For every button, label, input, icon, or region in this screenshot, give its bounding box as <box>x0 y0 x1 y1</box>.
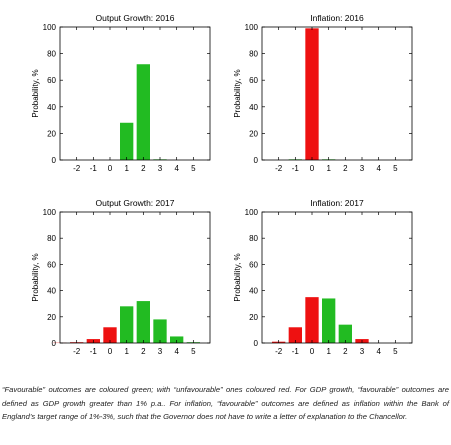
y-tick-label: 0 <box>52 156 57 165</box>
y-tick-label: 80 <box>47 234 56 243</box>
y-tick-label: 0 <box>52 339 57 348</box>
x-tick-label: 2 <box>343 164 348 173</box>
x-tick-label: 2 <box>343 347 348 356</box>
bar-3-8 <box>170 336 184 343</box>
bar-3-7 <box>153 319 167 343</box>
x-tick-label: 4 <box>376 164 381 173</box>
y-tick-label: 60 <box>249 260 258 269</box>
chart-title: Output Growth: 2016 <box>96 13 175 23</box>
y-axis-label: Probability, % <box>233 69 242 117</box>
y-tick-label: 40 <box>47 287 56 296</box>
y-axis-label: Probability, % <box>233 253 242 301</box>
x-tick-label: 0 <box>108 347 113 356</box>
plot-frame <box>261 211 413 344</box>
bar-2-2 <box>305 28 319 160</box>
y-tick-label: 0 <box>254 339 259 348</box>
x-tick-label: -1 <box>90 164 98 173</box>
bar-4-5 <box>338 324 352 343</box>
x-tick-label: 1 <box>326 164 331 173</box>
chart-panel-3: 0 20 40 60 80 100 -2 -1 0 1 2 3 4 5 Output Growth: 201… <box>31 198 211 356</box>
y-tick-label: 80 <box>249 50 258 59</box>
y-tick-label: 80 <box>47 50 56 59</box>
x-tick-label: -2 <box>73 347 81 356</box>
plot-frame <box>59 26 211 161</box>
figure-caption: “Favourable” outcomes are coloured green… <box>2 385 449 421</box>
bar-1-2 <box>136 64 150 160</box>
x-tick-label: 0 <box>108 164 113 173</box>
x-tick-label: -1 <box>292 164 300 173</box>
x-tick-label: -1 <box>292 347 300 356</box>
y-tick-label: 60 <box>47 76 56 85</box>
x-tick-label: 2 <box>141 347 146 356</box>
chart-panel-1: 0 20 40 60 80 100 -2 -1 0 1 2 3 4 5 Output Growth: 201… <box>31 13 211 173</box>
x-tick-label: 5 <box>191 347 196 356</box>
y-tick-label: 60 <box>249 76 258 85</box>
x-tick-label: 0 <box>310 347 315 356</box>
y-tick-label: 80 <box>249 234 258 243</box>
chart-title: Inflation: 2017 <box>310 198 364 208</box>
y-tick-label: 0 <box>254 156 259 165</box>
x-tick-label: 5 <box>393 347 398 356</box>
x-tick-label: -2 <box>275 347 283 356</box>
y-tick-label: 100 <box>245 23 259 32</box>
x-tick-label: 3 <box>360 347 365 356</box>
bar-3-4 <box>103 327 117 343</box>
x-tick-label: -1 <box>90 347 98 356</box>
y-axis-label: Probability, % <box>31 69 40 117</box>
bar-4-4 <box>322 298 336 343</box>
y-tick-label: 60 <box>47 260 56 269</box>
chart-panel-4: 0 20 40 60 80 100 -2 -1 0 1 2 3 4 5 Inflation: 2017 Pro… <box>233 198 413 356</box>
y-tick-label: 100 <box>43 208 57 217</box>
y-tick-label: 100 <box>245 208 259 217</box>
bar-3-5 <box>120 306 134 343</box>
chart-title: Output Growth: 2017 <box>96 198 175 208</box>
charts-grid: 0 20 40 60 80 100 -2 -1 0 1 2 3 4 5 Output Growth: 201… <box>31 13 413 356</box>
x-tick-label: 1 <box>326 347 331 356</box>
x-tick-label: 2 <box>141 164 146 173</box>
plot-frame <box>261 26 413 161</box>
x-tick-label: 4 <box>376 347 381 356</box>
chart-panel-2: 0 20 40 60 80 100 -2 -1 0 1 2 3 4 5 Inflation: 2016 Pro… <box>233 13 413 173</box>
chart-title: Inflation: 2016 <box>310 13 364 23</box>
x-tick-label: 5 <box>393 164 398 173</box>
x-tick-label: 4 <box>174 347 179 356</box>
x-tick-label: 3 <box>360 164 365 173</box>
y-tick-label: 20 <box>47 129 56 138</box>
y-axis-label: Probability, % <box>31 253 40 301</box>
bar-1-1 <box>120 122 134 160</box>
bar-4-2 <box>288 327 302 343</box>
y-tick-label: 20 <box>249 313 258 322</box>
y-tick-label: 40 <box>249 103 258 112</box>
y-tick-label: 20 <box>249 129 258 138</box>
x-tick-label: 3 <box>158 164 163 173</box>
plot-frame <box>59 211 211 344</box>
y-tick-label: 20 <box>47 313 56 322</box>
x-tick-label: 5 <box>191 164 196 173</box>
y-tick-label: 40 <box>249 287 258 296</box>
x-tick-label: 4 <box>174 164 179 173</box>
bar-4-3 <box>305 297 319 343</box>
bar-3-6 <box>136 301 150 343</box>
x-tick-label: 0 <box>310 164 315 173</box>
x-tick-label: 1 <box>124 347 129 356</box>
y-tick-label: 40 <box>47 103 56 112</box>
x-tick-label: 3 <box>158 347 163 356</box>
y-tick-label: 100 <box>43 23 57 32</box>
x-tick-label: 1 <box>124 164 129 173</box>
x-tick-label: -2 <box>73 164 81 173</box>
x-tick-label: -2 <box>275 164 283 173</box>
